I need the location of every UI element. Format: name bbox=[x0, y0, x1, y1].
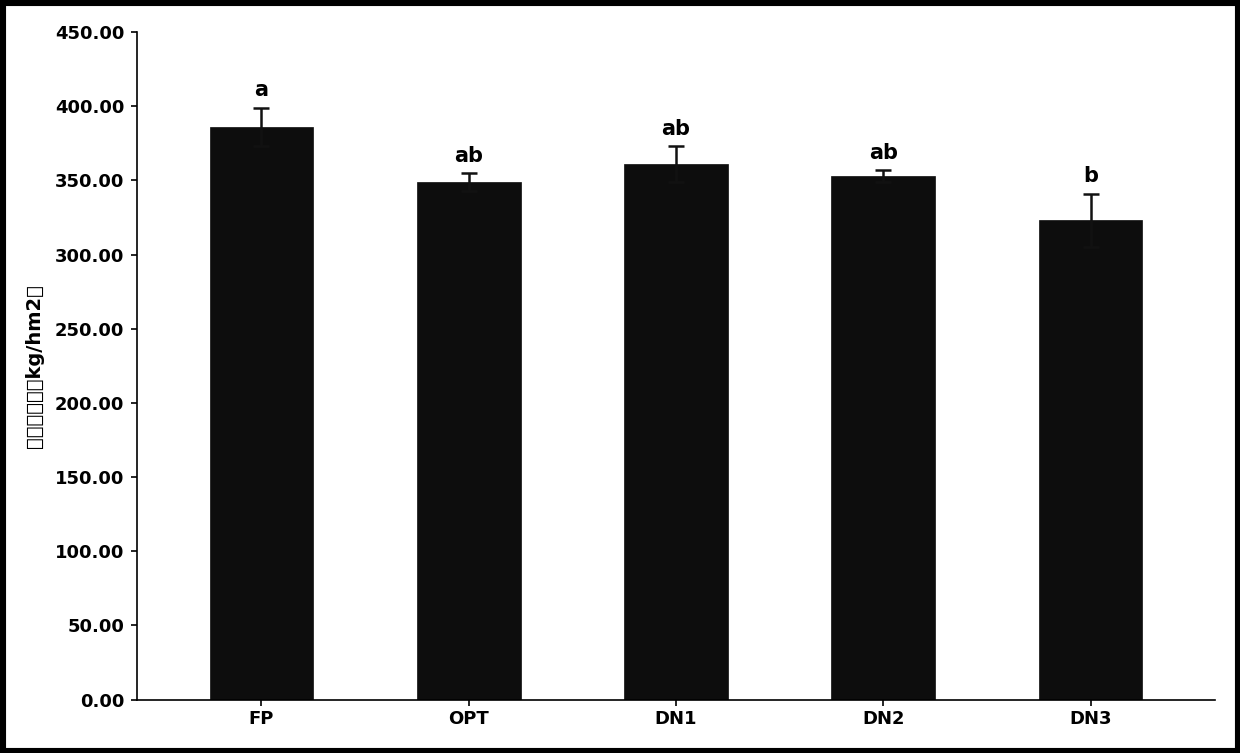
Bar bbox=[1039, 221, 1142, 700]
Text: b: b bbox=[1083, 166, 1099, 186]
Bar bbox=[832, 176, 935, 700]
Y-axis label: 全氮淤失量（kg/hm2）: 全氮淤失量（kg/hm2） bbox=[25, 284, 43, 448]
Bar bbox=[624, 164, 728, 700]
Text: ab: ab bbox=[661, 119, 691, 139]
Text: ab: ab bbox=[454, 145, 484, 166]
Text: a: a bbox=[254, 81, 268, 100]
Text: ab: ab bbox=[869, 142, 898, 163]
Bar bbox=[210, 127, 314, 700]
Bar bbox=[417, 181, 521, 700]
